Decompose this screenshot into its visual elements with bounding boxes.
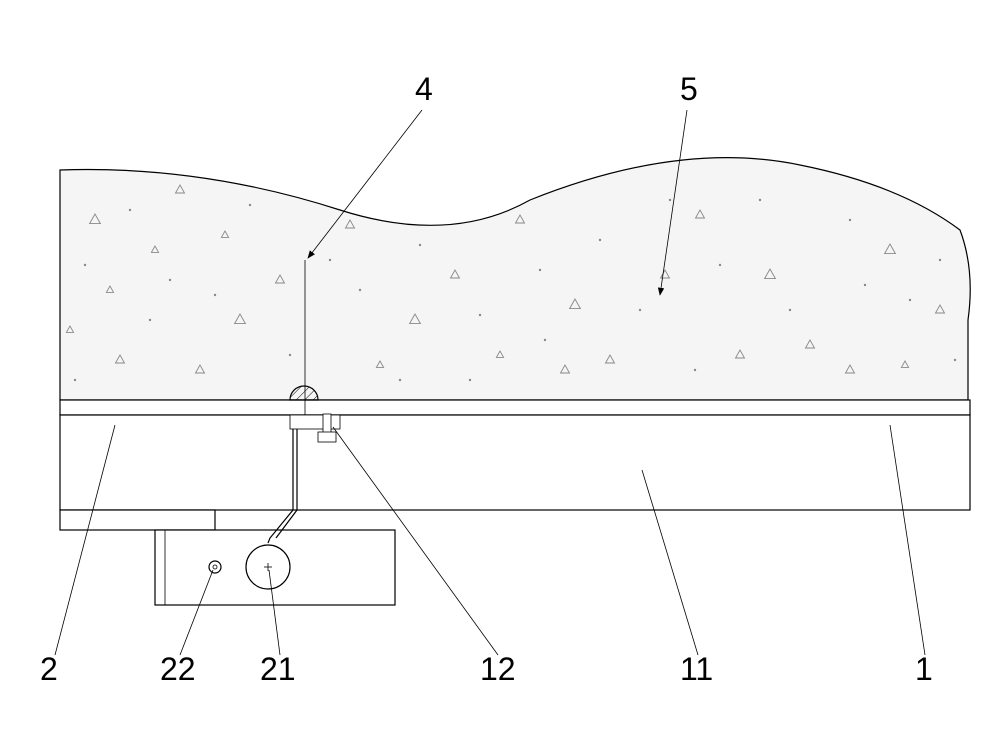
aggregate-dot: [544, 339, 546, 341]
aggregate-dot: [539, 269, 541, 271]
aggregate-dot: [719, 264, 721, 266]
callout-label: 21: [260, 651, 296, 687]
aggregate-dot: [249, 204, 251, 206]
callout-label: 12: [480, 651, 516, 687]
small-hole: [209, 561, 221, 573]
aggregate-dot: [129, 209, 131, 211]
nut: [318, 432, 336, 442]
aggregate-dot: [849, 219, 851, 221]
aggregate-dot: [759, 199, 761, 201]
aggregate-dot: [954, 359, 956, 361]
callout-label: 4: [415, 71, 433, 107]
concrete-body: [60, 158, 970, 400]
aggregate-dot: [469, 379, 471, 381]
aggregate-dot: [289, 354, 291, 356]
top-plate: [60, 400, 970, 415]
aggregate-dot: [789, 309, 791, 311]
aggregate-dot: [599, 239, 601, 241]
aggregate-dot: [909, 299, 911, 301]
aggregate-dot: [669, 199, 671, 201]
left-flange: [60, 510, 215, 530]
aggregate-dot: [74, 379, 76, 381]
aggregate-dot: [419, 244, 421, 246]
aggregate-dot: [639, 309, 641, 311]
aggregate-dot: [939, 259, 941, 261]
callout-label: 11: [680, 651, 713, 687]
callout-label: 2: [40, 651, 58, 687]
aggregate-dot: [479, 314, 481, 316]
joint-stub: [290, 415, 340, 429]
aggregate-dot: [399, 379, 401, 381]
aggregate-dot: [864, 284, 866, 286]
callout-label: 5: [680, 71, 698, 107]
main-plate: [60, 415, 970, 510]
engineering-diagram: 452222112111: [0, 0, 1000, 732]
callout-label: 1: [915, 651, 933, 687]
callout-label: 22: [160, 651, 196, 687]
aggregate-dot: [329, 259, 331, 261]
aggregate-dot: [214, 294, 216, 296]
aggregate-dot: [359, 289, 361, 291]
aggregate-dot: [694, 369, 696, 371]
aggregate-dot: [169, 279, 171, 281]
aggregate-dot: [84, 264, 86, 266]
aggregate-dot: [149, 319, 151, 321]
